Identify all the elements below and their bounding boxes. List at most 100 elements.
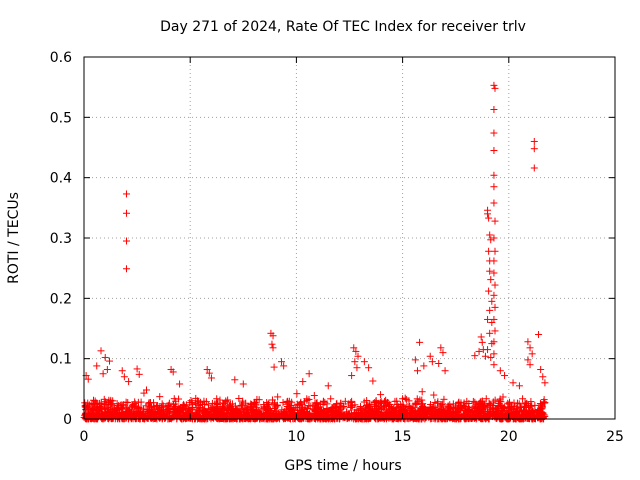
data-point	[487, 276, 495, 284]
data-point	[270, 412, 278, 420]
data-point	[496, 397, 504, 405]
data-point	[235, 394, 243, 402]
data-point	[534, 414, 542, 422]
chart-title: Day 271 of 2024, Rate Of TEC Index for r…	[160, 19, 526, 35]
data-point	[490, 315, 498, 323]
y-tick-label: 0	[63, 412, 72, 428]
data-point	[207, 374, 215, 382]
data-point	[140, 389, 148, 397]
data-point	[125, 378, 133, 386]
data-point	[530, 164, 538, 172]
data-point	[423, 408, 431, 416]
data-point	[490, 129, 498, 137]
data-point	[398, 402, 406, 410]
data-point	[490, 147, 498, 155]
data-point	[498, 410, 506, 418]
data-point	[373, 402, 381, 410]
data-point	[491, 411, 499, 419]
data-point	[181, 412, 189, 420]
data-point	[156, 393, 164, 401]
data-point	[369, 377, 377, 385]
data-point	[348, 397, 356, 405]
data-point	[272, 403, 280, 411]
data-point	[274, 414, 282, 422]
data-point	[124, 407, 132, 415]
data-point	[126, 405, 134, 413]
data-point	[350, 409, 358, 417]
data-point	[237, 401, 245, 409]
data-point	[348, 403, 356, 411]
data-point	[519, 414, 527, 422]
y-axis-label: ROTI / TECUs	[6, 192, 22, 284]
data-point	[476, 409, 484, 417]
data-point	[104, 404, 112, 412]
data-point	[122, 237, 130, 245]
data-point	[219, 399, 227, 407]
data-point	[477, 333, 485, 341]
data-point	[507, 403, 515, 411]
data-point	[299, 378, 307, 386]
data-point	[420, 362, 428, 370]
data-point	[220, 406, 228, 414]
data-point	[528, 350, 536, 358]
x-tick-label: 20	[500, 429, 518, 445]
data-point	[144, 409, 152, 417]
data-point	[336, 414, 344, 422]
data-point	[252, 414, 260, 422]
data-point	[531, 408, 539, 416]
data-point	[504, 399, 512, 407]
data-point	[377, 391, 385, 399]
data-point	[135, 370, 143, 378]
data-point	[230, 410, 238, 418]
data-point	[490, 361, 498, 369]
data-point	[488, 297, 496, 305]
data-point	[344, 412, 352, 420]
data-point	[490, 291, 498, 299]
data-point	[167, 414, 175, 422]
data-point	[329, 404, 337, 412]
data-point	[523, 399, 531, 407]
data-point	[252, 399, 260, 407]
data-point	[156, 410, 164, 418]
data-point	[246, 402, 254, 410]
data-point	[354, 352, 362, 360]
data-point	[207, 413, 215, 421]
data-point	[435, 359, 443, 367]
data-point	[269, 344, 277, 352]
data-point	[418, 388, 426, 396]
data-point	[307, 412, 315, 420]
data-point	[418, 396, 426, 404]
data-point	[352, 347, 360, 355]
data-point	[486, 231, 494, 239]
data-point	[399, 395, 407, 403]
x-tick-label: 0	[80, 429, 89, 445]
data-point	[323, 400, 331, 408]
data-point	[316, 414, 324, 422]
data-point	[535, 406, 543, 414]
data-point	[353, 364, 361, 372]
x-axis-label: GPS time / hours	[284, 458, 401, 474]
data-point	[484, 210, 492, 218]
data-point	[491, 281, 499, 289]
data-point	[392, 409, 400, 417]
y-tick-label: 0.5	[50, 110, 72, 126]
data-point	[287, 401, 295, 409]
data-point	[383, 398, 391, 406]
data-point	[279, 399, 287, 407]
data-point	[171, 402, 179, 410]
data-point	[216, 396, 224, 404]
data-point	[157, 403, 165, 411]
data-point	[455, 398, 463, 406]
data-point	[150, 402, 158, 410]
data-point	[316, 400, 324, 408]
data-point	[490, 183, 498, 191]
data-point	[188, 405, 196, 413]
data-point	[478, 397, 486, 405]
data-point	[515, 400, 523, 408]
data-point	[283, 400, 291, 408]
data-point	[497, 398, 505, 406]
data-point	[320, 407, 328, 415]
data-point	[398, 409, 406, 417]
y-tick-label: 0.2	[50, 291, 72, 307]
data-point	[527, 398, 535, 406]
